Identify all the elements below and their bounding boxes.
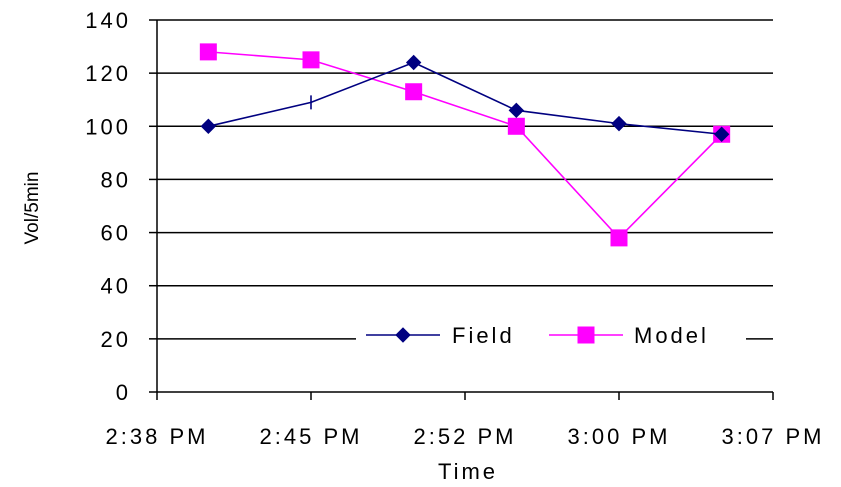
y-tick-label: 60 — [101, 221, 131, 246]
legend-item-model: Model — [549, 323, 709, 348]
x-axis-title: Time — [438, 459, 498, 484]
legend-item-field: Field — [366, 323, 515, 348]
series-line-field — [208, 61, 722, 136]
data-point-field — [713, 126, 730, 142]
legend-label-model: Model — [634, 323, 709, 348]
legend: Field Model — [356, 318, 746, 354]
legend-label-field: Field — [452, 323, 515, 348]
data-point-model — [199, 43, 217, 61]
legend-background — [356, 318, 746, 354]
data-point-model — [405, 83, 423, 101]
x-tick-label: 2:45 PM — [260, 424, 363, 449]
y-tick-label: 20 — [101, 327, 131, 352]
legend-marker-field — [395, 327, 411, 343]
y-tick-label: 40 — [101, 274, 131, 299]
legend-marker-model — [577, 326, 595, 344]
data-point-field — [508, 102, 525, 119]
x-axis-ticks: 2:38 PM 2:45 PM 2:52 PM 3:00 PM 3:07 PM — [106, 392, 825, 449]
series-line-model — [208, 51, 723, 240]
data-point-model — [610, 229, 628, 247]
series-field — [200, 54, 730, 142]
x-tick-label: 3:07 PM — [722, 424, 825, 449]
data-point-model — [302, 51, 320, 69]
x-tick-label: 2:52 PM — [414, 424, 517, 449]
series-model — [199, 43, 731, 247]
x-tick-label: 3:00 PM — [568, 424, 671, 449]
y-tick-label: 0 — [116, 380, 131, 405]
grid-lines — [157, 19, 773, 340]
y-axis-ticks: 0 20 40 60 80 100 120 140 — [85, 8, 157, 405]
data-point-model — [507, 117, 525, 135]
y-tick-label: 80 — [101, 167, 131, 192]
x-tick-label: 2:38 PM — [106, 424, 209, 449]
y-axis-title: Vol/5min — [22, 172, 43, 245]
y-tick-label: 120 — [85, 61, 131, 86]
y-tick-label: 140 — [85, 8, 131, 33]
data-point-field — [200, 118, 217, 134]
data-point-field — [611, 115, 627, 132]
series-layer — [199, 43, 731, 247]
data-point-field — [405, 54, 422, 71]
y-tick-label: 100 — [85, 114, 131, 139]
